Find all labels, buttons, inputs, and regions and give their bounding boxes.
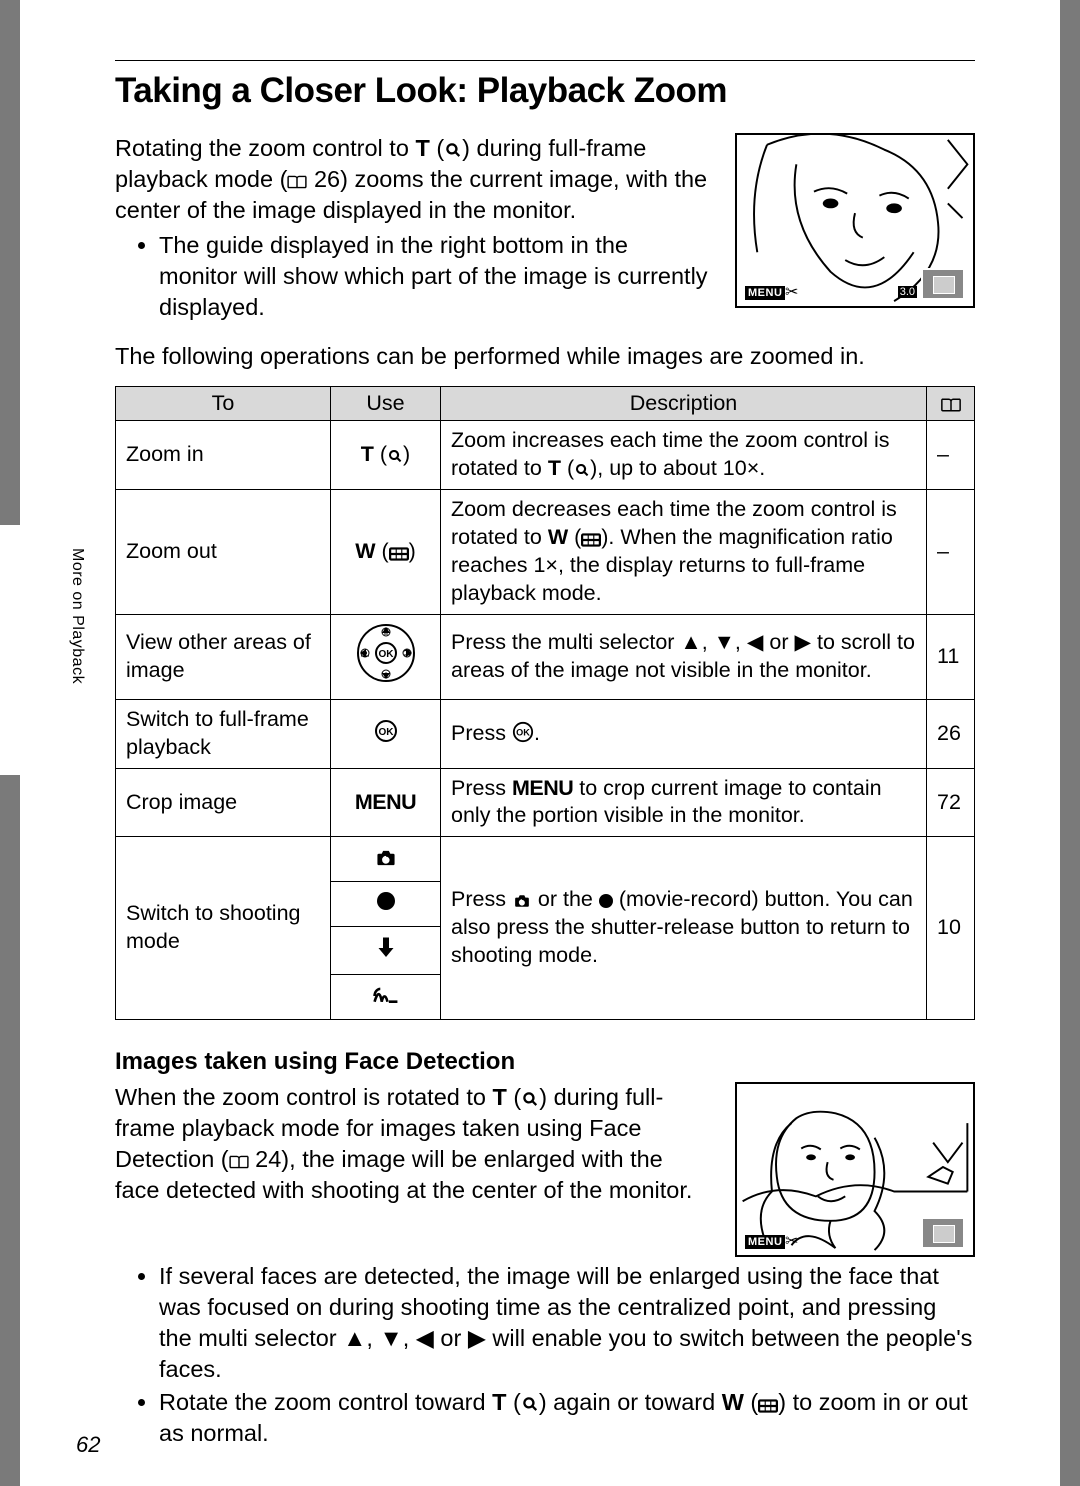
cell-desc: Press MENU to crop current image to cont… [441, 768, 927, 837]
th-to: To [116, 387, 331, 421]
intro-text: Rotating the zoom control to [115, 135, 415, 161]
table-row: Switch to full-frame playback OK Press O… [116, 699, 975, 768]
list-item: If several faces are detected, the image… [159, 1261, 975, 1385]
svg-text:OK: OK [516, 727, 530, 737]
th-desc: Description [441, 387, 927, 421]
cell-to: Crop image [116, 768, 331, 837]
camera-icon [374, 848, 398, 868]
cell-desc: Zoom decreases each time the zoom contro… [441, 489, 927, 614]
nav-thumbnail [921, 1217, 965, 1249]
book-icon [940, 397, 962, 413]
magnifier-icon [521, 1395, 539, 1413]
table-row: Zoom out W () Zoom decreases each time t… [116, 489, 975, 614]
cell-ref: 10 [927, 837, 975, 1020]
menu-badge: MENU [745, 286, 785, 300]
cell-use: T () [331, 421, 441, 490]
cell-use: MENU [331, 768, 441, 837]
cell-desc: Zoom increases each time the zoom contro… [441, 421, 927, 490]
book-icon [287, 174, 307, 190]
multi-selector-icon: OK [354, 621, 418, 685]
magnifier-icon [444, 141, 462, 159]
ok-button-icon: OK [374, 719, 398, 743]
page-number: 62 [76, 1432, 100, 1458]
rule-top [115, 60, 975, 61]
face-bullets: If several faces are detected, the image… [115, 1261, 975, 1449]
cell-use: OK [331, 699, 441, 768]
grid-icon [581, 533, 601, 547]
scissors-icon: ✂ [785, 282, 798, 302]
magnifier-icon [387, 448, 403, 464]
cell-to: Zoom in [116, 421, 331, 490]
zoom-level: 3.0 [898, 286, 917, 298]
cell-desc: Press OK. [441, 699, 927, 768]
side-tab [0, 525, 20, 775]
grid-icon [389, 547, 409, 561]
table-row: Switch to shooting mode Press or the (mo… [116, 837, 975, 1020]
section-label: More on Playback [68, 548, 86, 684]
cell-ref: 72 [927, 768, 975, 837]
camera-icon [512, 893, 532, 909]
record-dot-icon [599, 894, 613, 908]
grid-icon [758, 1399, 778, 1413]
cell-ref: – [927, 421, 975, 490]
record-dot-icon [377, 892, 395, 910]
table-row: Crop image MENU Press MENU to crop curre… [116, 768, 975, 837]
magnifier-icon [574, 462, 590, 478]
illustration-zoom-face: MENU ✂ 3.0 [735, 133, 975, 308]
book-icon [229, 1154, 249, 1170]
zoom-t-label: T [415, 135, 429, 161]
signature-icon [370, 986, 402, 1006]
cell-to: View other areas of image [116, 614, 331, 699]
down-arrow-icon [374, 935, 398, 961]
cell-use: OK [331, 614, 441, 699]
svg-text:OK: OK [378, 649, 394, 660]
intro-bullet: The guide displayed in the right bottom … [159, 230, 710, 323]
scissors-icon: ✂ [785, 1231, 798, 1251]
table-row: Zoom in T () Zoom increases each time th… [116, 421, 975, 490]
th-ref [927, 387, 975, 421]
illustration-face-detect: MENU ✂ [735, 1082, 975, 1257]
cell-to: Switch to full-frame playback [116, 699, 331, 768]
lead-paragraph: The following operations can be performe… [115, 341, 975, 372]
cell-to: Zoom out [116, 489, 331, 614]
cell-use-stack [331, 837, 441, 1020]
list-item: Rotate the zoom control toward T () agai… [159, 1387, 975, 1449]
table-row: View other areas of image OK Press the [116, 614, 975, 699]
svg-text:OK: OK [378, 727, 394, 738]
th-use: Use [331, 387, 441, 421]
cell-to: Switch to shooting mode [116, 837, 331, 1020]
page-title: Taking a Closer Look: Playback Zoom [115, 71, 975, 111]
menu-badge: MENU [745, 1235, 785, 1249]
manual-page: More on Playback Taking a Closer Look: P… [20, 0, 1060, 1486]
cell-ref: 26 [927, 699, 975, 768]
face-detection-heading: Images taken using Face Detection [115, 1048, 975, 1076]
operations-table: To Use Description Zoom in T () Zoom inc… [115, 386, 975, 1020]
ok-button-icon: OK [512, 721, 534, 743]
cell-use: W () [331, 489, 441, 614]
face-paragraph: When the zoom control is rotated to T ()… [115, 1082, 710, 1257]
cell-ref: 11 [927, 614, 975, 699]
cell-desc: Press the multi selector ▲, ▼, ◀ or ▶ to… [441, 614, 927, 699]
cell-desc: Press or the (movie-record) button. You … [441, 837, 927, 1020]
cell-ref: – [927, 489, 975, 614]
magnifier-icon [521, 1090, 539, 1108]
nav-thumbnail [921, 268, 965, 300]
intro-paragraph: Rotating the zoom control to T () during… [115, 133, 710, 329]
